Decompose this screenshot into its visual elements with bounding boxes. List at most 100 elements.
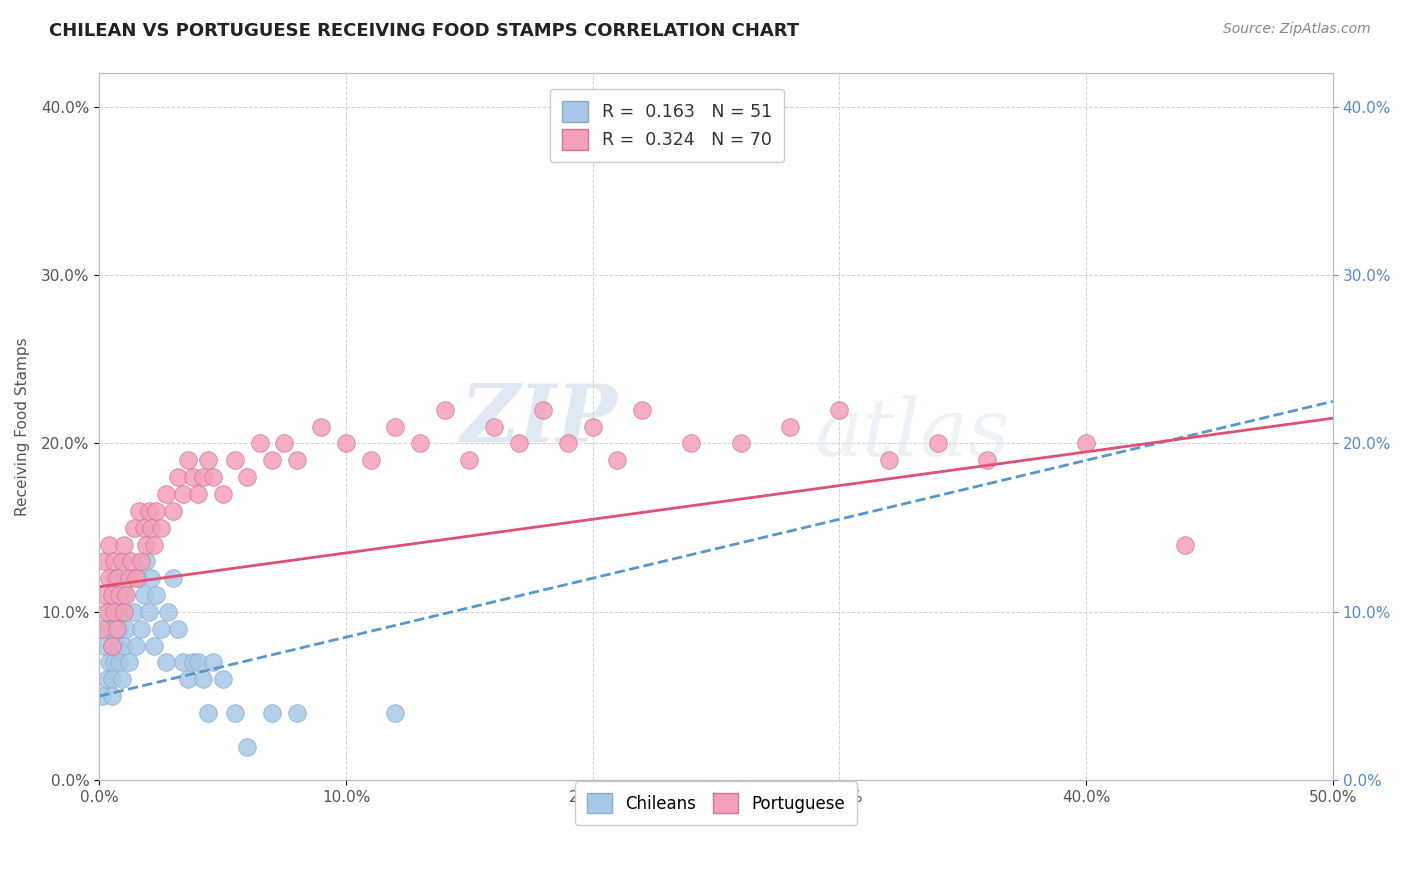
Point	[828, 402, 851, 417]
Text: CHILEAN VS PORTUGUESE RECEIVING FOOD STAMPS CORRELATION CHART: CHILEAN VS PORTUGUESE RECEIVING FOOD STA…	[49, 22, 800, 40]
Point	[433, 402, 456, 417]
Point	[172, 487, 194, 501]
Point	[224, 453, 246, 467]
Point	[139, 571, 162, 585]
Point	[335, 436, 357, 450]
Point	[115, 588, 138, 602]
Point	[112, 639, 135, 653]
Point	[142, 537, 165, 551]
Point	[730, 436, 752, 450]
Point	[120, 554, 142, 568]
Point	[201, 656, 224, 670]
Point	[128, 504, 150, 518]
Point	[236, 470, 259, 484]
Point	[260, 706, 283, 720]
Point	[150, 521, 173, 535]
Point	[128, 571, 150, 585]
Point	[976, 453, 998, 467]
Point	[458, 453, 481, 467]
Point	[118, 571, 141, 585]
Point	[157, 605, 180, 619]
Point	[105, 639, 128, 653]
Point	[105, 571, 128, 585]
Point	[197, 706, 219, 720]
Point	[273, 436, 295, 450]
Point	[118, 656, 141, 670]
Point	[211, 672, 233, 686]
Point	[98, 537, 121, 551]
Point	[409, 436, 432, 450]
Point	[167, 622, 190, 636]
Point	[115, 622, 138, 636]
Point	[110, 672, 132, 686]
Point	[177, 453, 200, 467]
Point	[112, 537, 135, 551]
Point	[360, 453, 382, 467]
Point	[311, 419, 333, 434]
Point	[177, 672, 200, 686]
Point	[877, 453, 900, 467]
Point	[162, 504, 184, 518]
Point	[138, 504, 160, 518]
Point	[155, 487, 177, 501]
Point	[122, 521, 145, 535]
Point	[927, 436, 949, 450]
Point	[129, 554, 152, 568]
Point	[108, 656, 131, 670]
Point	[90, 622, 112, 636]
Point	[96, 622, 118, 636]
Point	[211, 487, 233, 501]
Point	[103, 605, 125, 619]
Point	[187, 487, 209, 501]
Point	[90, 689, 112, 703]
Point	[681, 436, 703, 450]
Point	[122, 605, 145, 619]
Point	[138, 605, 160, 619]
Point	[181, 470, 204, 484]
Point	[135, 554, 157, 568]
Point	[103, 571, 125, 585]
Point	[100, 672, 122, 686]
Point	[105, 622, 128, 636]
Point	[96, 605, 118, 619]
Point	[100, 588, 122, 602]
Point	[631, 402, 654, 417]
Point	[191, 672, 214, 686]
Point	[201, 470, 224, 484]
Point	[103, 656, 125, 670]
Point	[606, 453, 628, 467]
Text: ZIP: ZIP	[461, 381, 617, 458]
Point	[384, 706, 406, 720]
Point	[96, 672, 118, 686]
Point	[93, 588, 115, 602]
Point	[125, 571, 148, 585]
Point	[1074, 436, 1097, 450]
Point	[100, 639, 122, 653]
Point	[531, 402, 554, 417]
Point	[129, 622, 152, 636]
Point	[285, 453, 308, 467]
Point	[105, 605, 128, 619]
Text: Source: ZipAtlas.com: Source: ZipAtlas.com	[1223, 22, 1371, 37]
Point	[103, 622, 125, 636]
Point	[142, 639, 165, 653]
Text: atlas: atlas	[814, 395, 1010, 473]
Point	[100, 639, 122, 653]
Point	[98, 605, 121, 619]
Point	[100, 689, 122, 703]
Point	[285, 706, 308, 720]
Point	[98, 571, 121, 585]
Point	[162, 571, 184, 585]
Point	[384, 419, 406, 434]
Point	[557, 436, 579, 450]
Point	[108, 622, 131, 636]
Point	[108, 588, 131, 602]
Point	[236, 739, 259, 754]
Point	[98, 656, 121, 670]
Point	[249, 436, 271, 450]
Point	[112, 605, 135, 619]
Point	[155, 656, 177, 670]
Point	[260, 453, 283, 467]
Point	[93, 554, 115, 568]
Point	[167, 470, 190, 484]
